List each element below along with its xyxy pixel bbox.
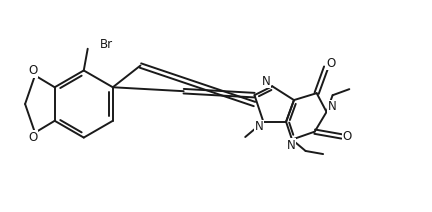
Text: Br: Br [99,38,113,51]
Text: O: O [342,130,352,143]
Text: N: N [262,75,271,88]
Text: O: O [327,57,336,70]
Text: N: N [286,139,295,152]
Text: O: O [29,131,38,144]
Text: O: O [29,64,38,77]
Text: N: N [255,120,264,133]
Text: N: N [328,100,337,113]
